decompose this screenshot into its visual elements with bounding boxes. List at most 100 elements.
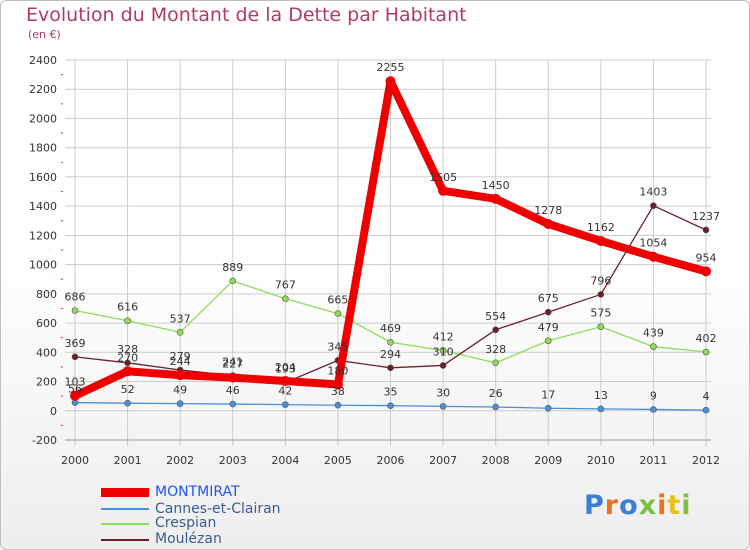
data-label: 9 — [650, 389, 657, 402]
legend-swatch-crespian — [101, 523, 149, 525]
x-tick-label: 2003 — [219, 454, 247, 467]
data-label: 554 — [485, 310, 506, 323]
data-point — [702, 226, 710, 234]
logo-letter: x — [638, 490, 658, 521]
legend-label-moulezan: Moulézan — [155, 531, 222, 547]
data-label: 180 — [327, 364, 348, 377]
data-point — [544, 337, 552, 345]
data-point — [124, 399, 131, 407]
data-point — [229, 400, 237, 408]
data-label: 26 — [489, 387, 503, 400]
data-point — [124, 317, 131, 325]
data-label: 479 — [538, 321, 559, 334]
data-label: 412 — [433, 331, 454, 344]
data-label: 616 — [117, 301, 138, 314]
data-label: 17 — [541, 388, 555, 401]
logo-letter: r — [604, 490, 620, 521]
y-tick-label: -200 — [32, 434, 57, 447]
x-tick-label: 2011 — [639, 454, 667, 467]
x-tick-label: 2000 — [61, 454, 89, 467]
data-point — [702, 406, 710, 414]
data-point — [334, 401, 342, 409]
data-point — [544, 308, 552, 316]
y-tick-label: 1600 — [29, 171, 57, 184]
data-label: 46 — [226, 384, 240, 397]
data-point — [70, 390, 80, 401]
data-point — [597, 323, 605, 331]
data-point — [650, 202, 657, 210]
data-point — [229, 277, 237, 285]
data-point — [176, 400, 184, 407]
data-point — [597, 291, 605, 298]
data-point — [282, 401, 289, 408]
data-point — [492, 326, 499, 334]
data-label: 204 — [275, 361, 296, 374]
y-tick-label: 600 — [36, 317, 57, 330]
y-tick-label: 1000 — [29, 259, 57, 272]
unit-label: (en €) — [28, 28, 61, 41]
data-label: 244 — [170, 355, 191, 368]
data-point — [122, 366, 133, 377]
data-label: 270 — [117, 351, 138, 364]
data-label: 1450 — [482, 179, 510, 192]
data-point — [490, 193, 501, 204]
data-point — [385, 76, 396, 87]
data-label: 439 — [643, 327, 664, 340]
data-point — [124, 359, 131, 367]
data-label: 4 — [703, 390, 710, 403]
data-label: 796 — [590, 274, 611, 287]
x-tick-label: 2001 — [114, 454, 142, 467]
data-point — [597, 405, 605, 413]
y-tick-label: 2400 — [29, 54, 57, 67]
logo-letter: P — [584, 490, 605, 521]
data-label: 294 — [380, 348, 401, 361]
data-label: 103 — [65, 376, 86, 389]
legend-label-montmirat: MONTMIRAT — [155, 484, 240, 500]
data-label: 52 — [121, 383, 135, 396]
data-label: 575 — [590, 307, 611, 320]
y-tick-label: 2200 — [29, 83, 57, 96]
y-tick-label: 0 — [50, 405, 57, 418]
data-point — [280, 375, 291, 386]
x-tick-label: 2009 — [534, 454, 562, 467]
legend-swatch-moulezan — [101, 539, 149, 541]
y-tick-label: 2000 — [29, 112, 57, 125]
data-point — [492, 359, 499, 367]
data-point — [492, 403, 499, 411]
legend-swatch-montmirat — [101, 488, 149, 497]
data-point — [544, 404, 552, 412]
data-label: 49 — [173, 384, 187, 397]
legend-swatch-cannes-et-clairan — [101, 508, 149, 510]
chart-title: Evolution du Montant de la Dette par Hab… — [26, 4, 467, 26]
data-label: 1237 — [692, 210, 720, 223]
data-point — [439, 403, 447, 410]
data-label: 227 — [222, 358, 243, 371]
data-label: 279 — [170, 350, 191, 363]
data-label: 13 — [594, 389, 608, 402]
data-point — [227, 372, 238, 383]
x-tick-label: 2002 — [166, 454, 194, 467]
data-point — [175, 370, 186, 381]
data-label: 1403 — [639, 186, 667, 199]
x-tick-label: 2007 — [429, 454, 457, 467]
y-tick-label: 800 — [36, 288, 57, 301]
x-tick-label: 2006 — [377, 454, 405, 467]
x-tick-label: 2004 — [271, 454, 299, 467]
data-label: 686 — [65, 291, 86, 304]
data-label: 193 — [275, 363, 296, 376]
y-tick-label: 1400 — [29, 200, 57, 213]
data-label: 2255 — [377, 61, 405, 74]
data-label: 328 — [485, 343, 506, 356]
data-label: 241 — [222, 356, 243, 369]
data-label: 328 — [117, 343, 138, 356]
data-point — [387, 338, 394, 346]
y-tick-label: 400 — [36, 346, 57, 359]
data-label: 402 — [696, 332, 717, 345]
data-label: 369 — [65, 337, 86, 350]
data-point — [650, 406, 657, 413]
data-label: 42 — [278, 385, 292, 398]
data-point — [176, 328, 184, 336]
data-point — [595, 235, 606, 246]
data-label: 665 — [327, 294, 348, 307]
